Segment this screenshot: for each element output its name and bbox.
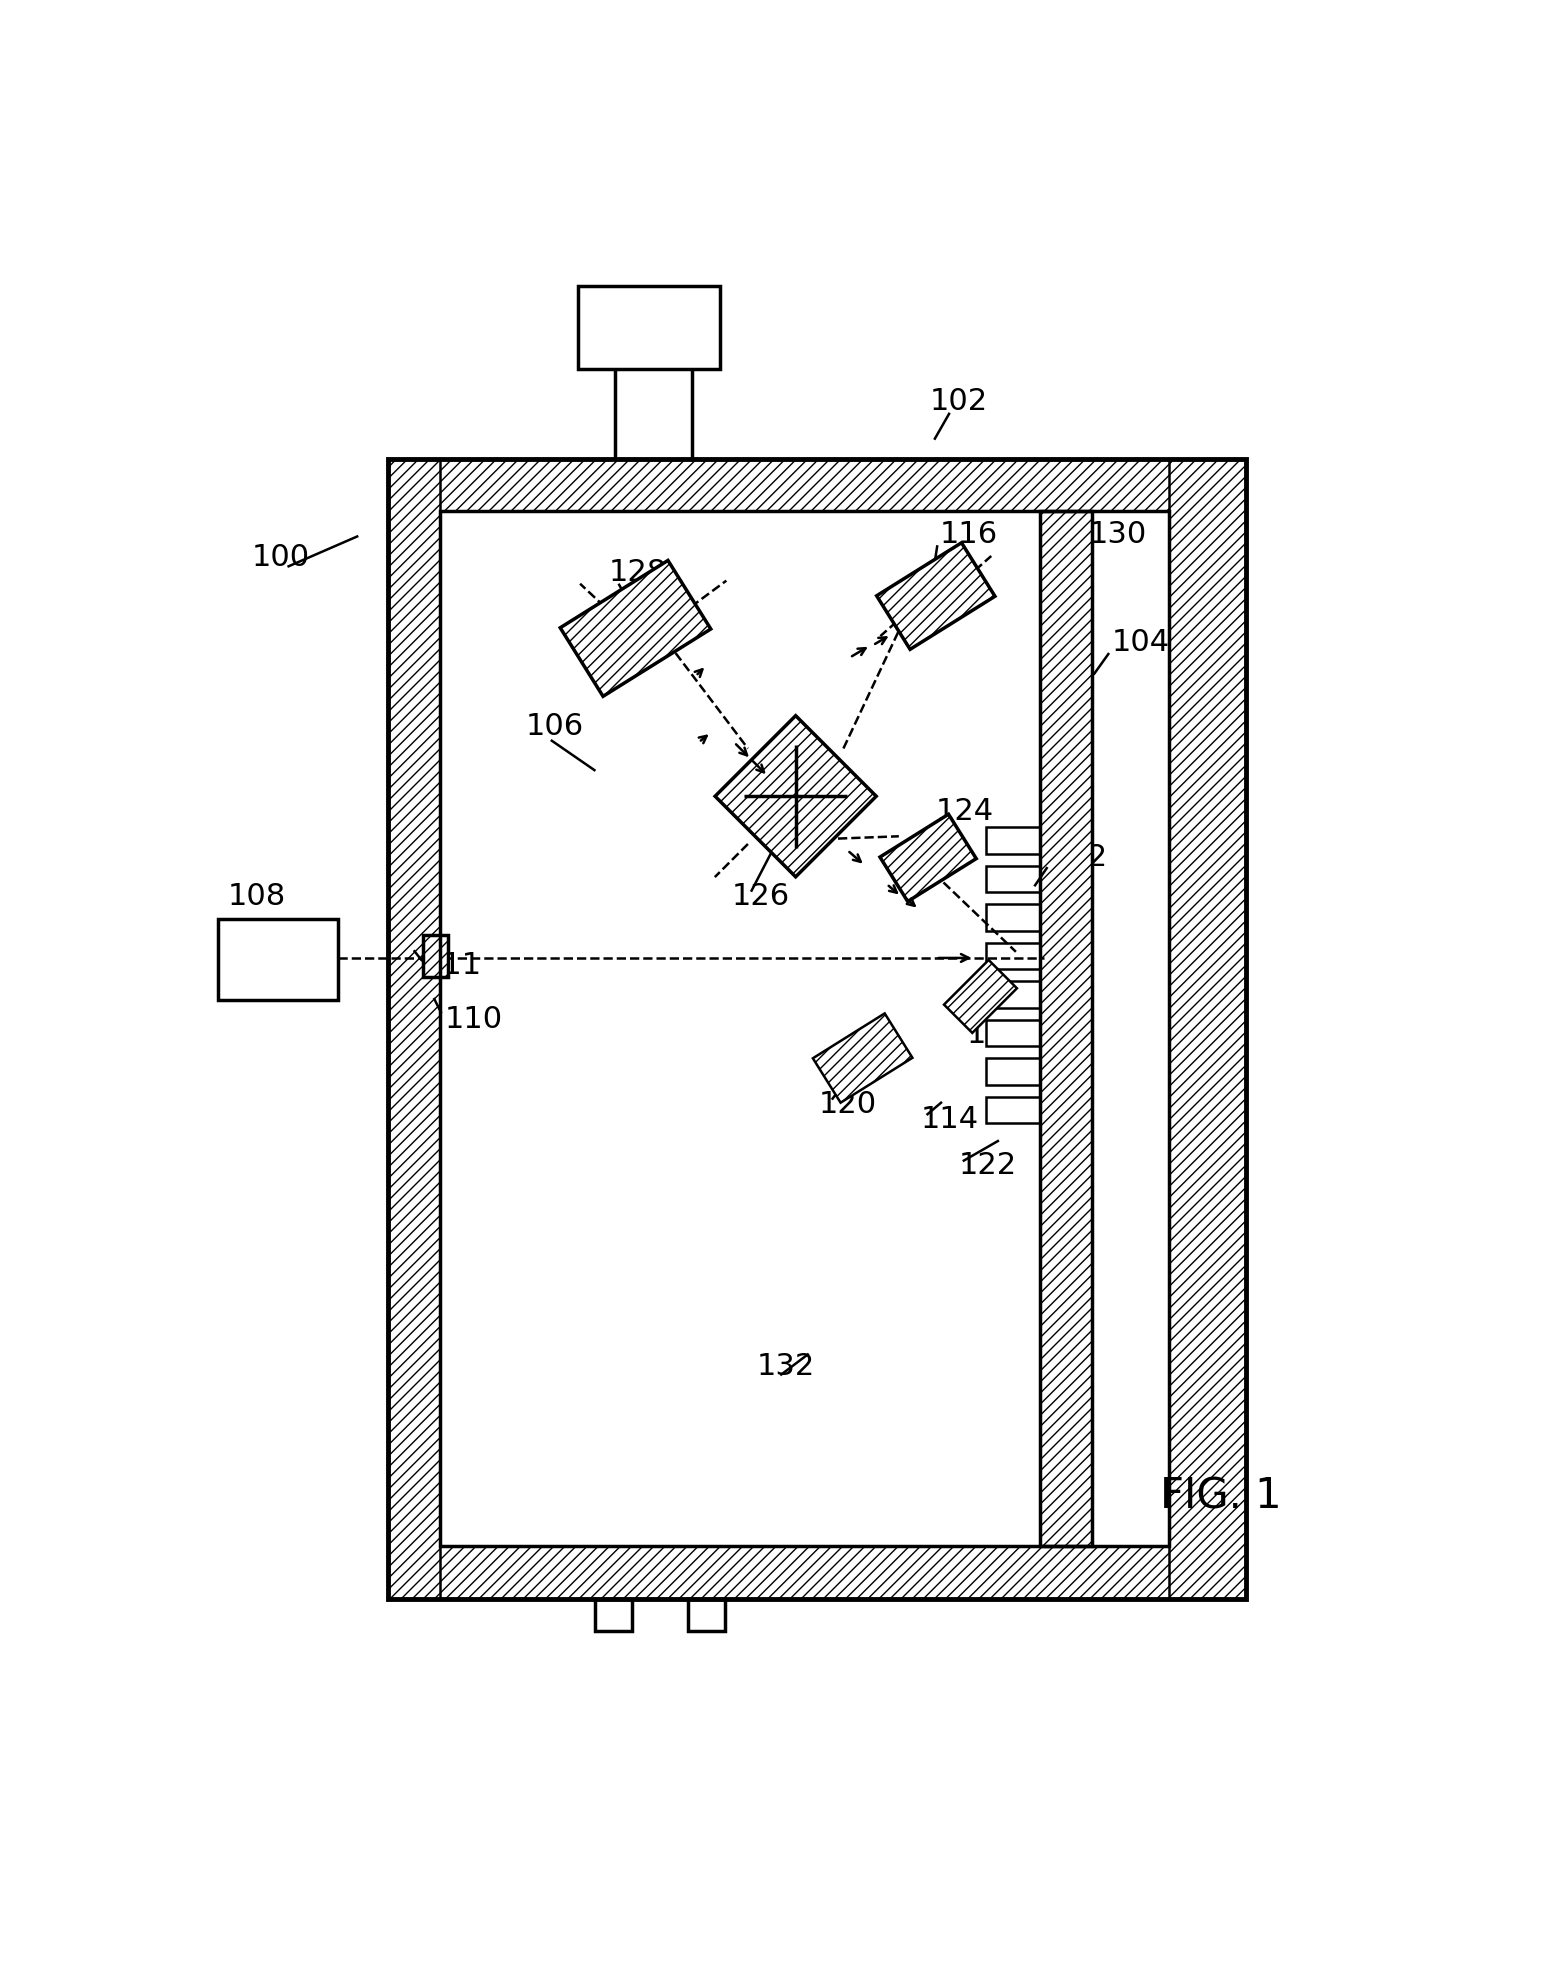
Bar [985,943,1039,970]
Text: 112: 112 [1050,843,1107,872]
Text: 102: 102 [930,387,988,416]
Polygon shape [880,815,976,901]
Bar [985,903,1039,931]
Text: 108: 108 [227,882,285,911]
Bar [985,866,1039,892]
Bar [439,511,1169,1546]
Text: FIG. 1: FIG. 1 [1160,1475,1281,1518]
Bar [387,460,439,1599]
Bar [439,511,1169,1546]
Bar [985,1059,1039,1084]
Text: 128: 128 [609,558,666,587]
Text: 122: 122 [959,1151,1018,1180]
Text: 114: 114 [921,1106,979,1133]
Polygon shape [813,1013,913,1102]
Text: 110: 110 [444,1006,503,1033]
Bar [423,935,447,978]
Text: 120: 120 [819,1090,877,1119]
Bar [387,460,1246,1599]
Bar [439,511,1169,1546]
Bar [985,827,1039,854]
Polygon shape [877,542,995,650]
Bar [985,1019,1039,1047]
Bar [387,1546,1246,1599]
Text: 104: 104 [1112,628,1169,656]
Text: 126: 126 [732,882,790,911]
Bar [217,919,338,1000]
Text: 124: 124 [936,797,995,827]
Bar [595,1599,632,1630]
Bar [985,982,1039,1008]
Polygon shape [715,715,876,876]
Text: 134: 134 [589,297,648,326]
Text: 106: 106 [526,713,584,742]
Text: 130: 130 [1089,520,1147,550]
Polygon shape [944,960,1016,1033]
Bar [1169,460,1246,1599]
Bar [387,460,1246,511]
Bar [578,285,720,369]
Bar [985,1096,1039,1123]
Text: 118: 118 [967,1021,1025,1049]
Bar [1039,511,1092,1546]
Text: 100: 100 [251,542,310,572]
Bar [1039,511,1092,1546]
Polygon shape [560,560,711,697]
Bar [423,935,447,978]
Text: 132: 132 [757,1351,816,1381]
Bar [688,1599,725,1630]
Text: 116: 116 [939,520,998,550]
Text: 111: 111 [424,951,483,980]
